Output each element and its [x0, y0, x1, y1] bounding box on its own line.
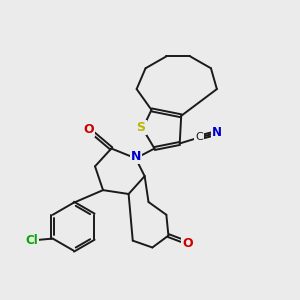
Text: C: C	[195, 132, 203, 142]
Text: O: O	[182, 236, 193, 250]
Text: S: S	[136, 121, 146, 134]
Text: N: N	[212, 126, 222, 139]
Text: O: O	[84, 123, 94, 136]
Text: N: N	[130, 150, 141, 163]
Text: Cl: Cl	[26, 234, 38, 247]
